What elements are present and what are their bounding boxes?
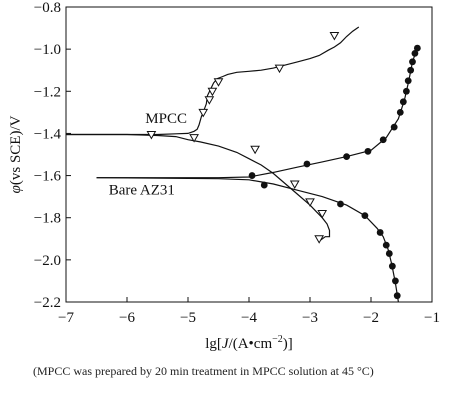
bare-az31-point: [409, 58, 416, 66]
x-axis-title-part: /(A•cm: [229, 336, 273, 352]
x-tick-label: −5: [180, 310, 196, 326]
mpcc-point: [314, 235, 325, 244]
bare-az31-point: [376, 229, 384, 236]
mpcc-curve: [66, 26, 360, 136]
x-tick-label: −2: [363, 310, 379, 326]
bare-az31-point: [399, 98, 407, 106]
x-tick-label: −6: [119, 310, 135, 326]
bare-az31-point: [407, 66, 415, 74]
mpcc-curve: [66, 133, 331, 241]
bare-az31-point: [392, 277, 399, 285]
bare-az31-curve: [96, 177, 399, 303]
markers: [146, 31, 421, 300]
series-annotation-bare-az31: Bare AZ31: [109, 183, 175, 199]
y-tick-label: −1.6: [34, 169, 62, 185]
mpcc-point: [317, 210, 328, 219]
mpcc-point: [305, 198, 315, 207]
axes: −7 −6 −5 −4 −3 −2 −1 −2.2 −2.0 −1.8 −1.6 −1.4 −1.2 −1…: [34, 0, 440, 326]
figure-caption: (MPCC was prepared by 20 min treatment i…: [33, 364, 374, 378]
y-tick-label: −2.2: [34, 295, 61, 311]
bare-az31-point: [361, 212, 369, 220]
x-axis-title: lg[J/(A•cm−2)]: [205, 334, 293, 352]
bare-az31-point: [385, 250, 393, 257]
bare-az31-point: [393, 292, 401, 300]
x-tick-label: −1: [424, 310, 440, 326]
y-tick-label: −1.4: [34, 126, 62, 142]
mpcc-point: [146, 130, 157, 140]
x-tick-label: −3: [302, 310, 318, 326]
bare-az31-point: [388, 262, 396, 270]
x-axis-title-part: J: [222, 336, 230, 352]
bare-az31-point: [337, 200, 344, 208]
bare-az31-point: [411, 49, 419, 57]
y-tick-label: −0.8: [34, 0, 61, 16]
labels: lg[J/(A•cm−2)] φ(vs SCE)/V MPCC Bare AZ31: [8, 111, 293, 352]
bare-az31-point: [404, 77, 412, 85]
x-tick-label: −7: [58, 310, 74, 326]
mpcc-point: [198, 108, 209, 118]
plot-frame: [65, 6, 433, 303]
mpcc-point: [189, 134, 199, 143]
x-axis-title-part: −2: [272, 334, 283, 345]
curves: [66, 26, 418, 303]
bare-az31-point: [364, 147, 372, 155]
y-axis-title-part: (vs SCE)/V: [8, 115, 24, 185]
bare-az31-point: [402, 87, 410, 95]
y-tick-label: −1.2: [34, 84, 61, 100]
mpcc-point: [289, 180, 300, 190]
mpcc-point: [213, 78, 224, 87]
x-axis-title-part: )]: [283, 336, 293, 352]
mpcc-point: [274, 64, 285, 74]
bare-az31-point: [413, 44, 421, 52]
x-axis-title-part: lg[: [205, 336, 222, 352]
y-tick-label: −1.8: [34, 211, 61, 227]
bare-az31-point: [303, 160, 311, 168]
mpcc-point: [329, 31, 340, 41]
mpcc-point: [204, 96, 215, 105]
bare-az31-point: [382, 241, 390, 249]
y-axis-title: φ(vs SCE)/V: [8, 115, 24, 193]
bare-az31-point: [260, 181, 268, 189]
bare-az31-point: [248, 172, 256, 179]
bare-az31-point: [343, 153, 350, 161]
x-tick-label: −4: [241, 310, 257, 326]
y-axis-title-part: φ: [8, 185, 24, 193]
bare-az31-point: [379, 136, 387, 144]
bare-az31-point: [390, 123, 398, 131]
bare-az31-point: [396, 108, 404, 116]
y-tick-label: −1.0: [34, 42, 61, 58]
y-tick-label: −2.0: [34, 253, 61, 269]
mpcc-point: [207, 87, 218, 97]
mpcc-point: [250, 145, 260, 155]
series-annotation-mpcc: MPCC: [145, 111, 187, 127]
